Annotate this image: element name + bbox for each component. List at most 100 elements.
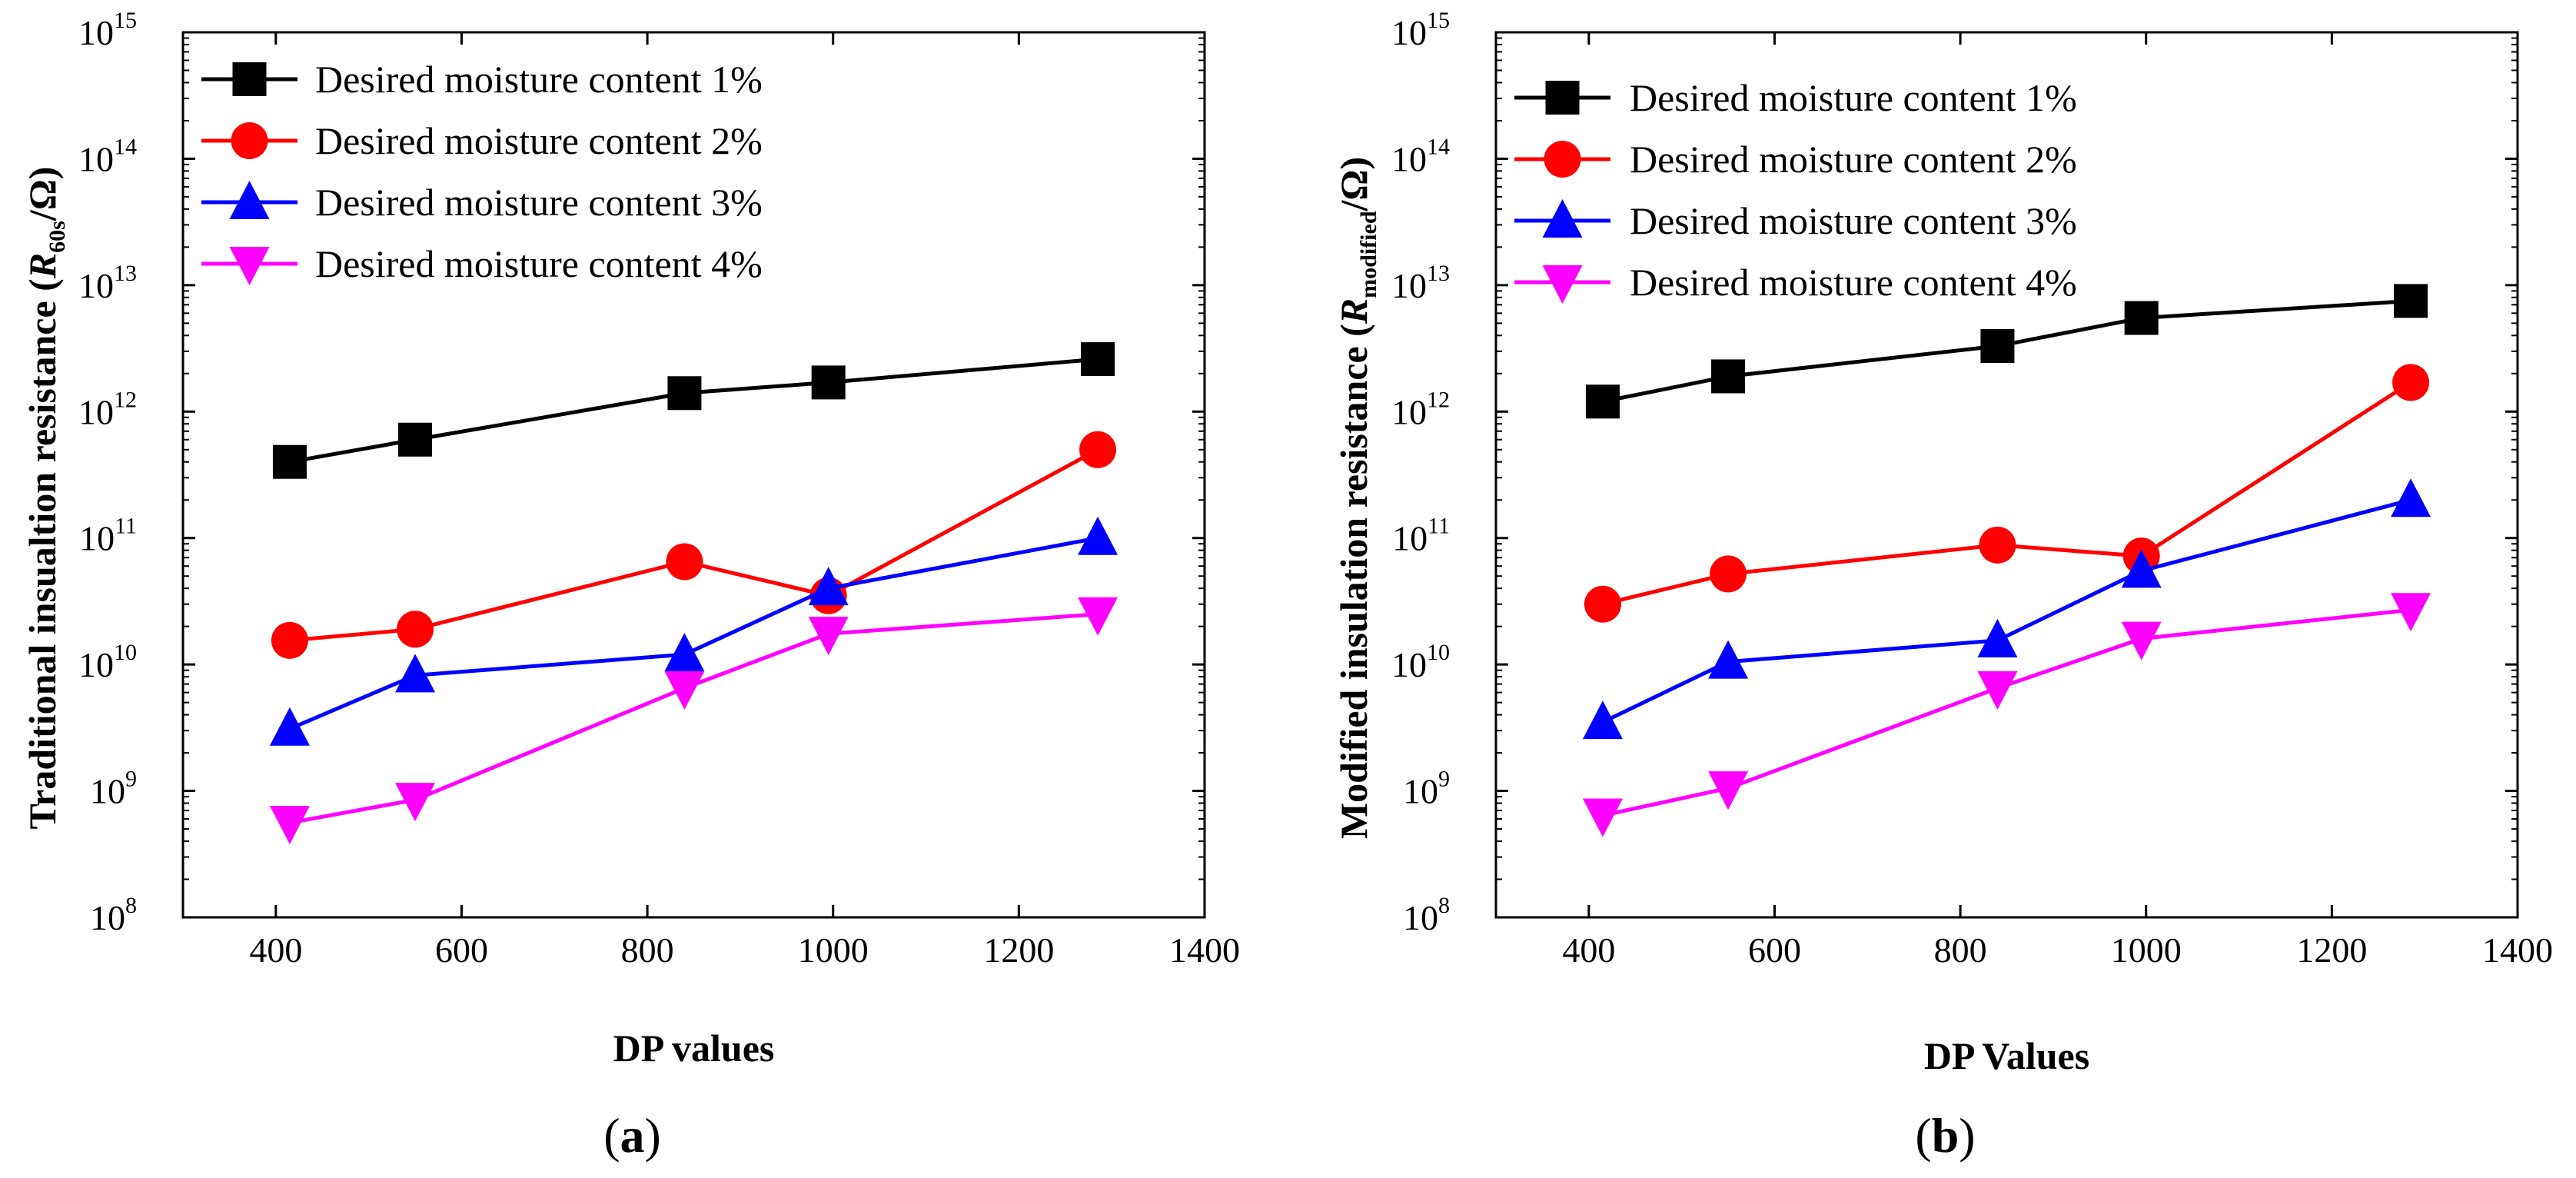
panel-label: (a): [603, 1108, 661, 1163]
legend-marker-1: [1545, 81, 1580, 115]
y-tick-base: 10: [1391, 13, 1427, 52]
data-point-3: [395, 654, 436, 693]
y-tick-exponent: 12: [114, 387, 137, 412]
y-tick-exponent: 8: [125, 893, 137, 918]
y-tick-label: 108: [1403, 893, 1450, 937]
x-axis-title: DP Values: [1924, 1034, 2089, 1077]
legend-label-4: Desired moisture content 4%: [315, 242, 763, 285]
data-point-3: [2391, 478, 2431, 517]
y-axis-title-symbol: R: [1332, 298, 1375, 324]
panel-label-open: (: [1915, 1108, 1931, 1163]
data-point-3: [808, 567, 849, 606]
x-tick-label: 1200: [2296, 930, 2367, 970]
y-tick-base: 10: [78, 266, 114, 305]
data-point-2: [1079, 431, 1117, 468]
data-point-2: [271, 621, 308, 659]
y-tick-base: 10: [1392, 519, 1428, 558]
y-tick-label: 1012: [1391, 387, 1450, 431]
data-point-1: [667, 376, 702, 411]
data-point-3: [1078, 516, 1118, 555]
x-tick-label: 800: [621, 930, 674, 970]
y-tick-base: 10: [79, 519, 115, 558]
y-tick-label: 1011: [79, 514, 137, 558]
legend-label-3: Desired moisture content 3%: [1630, 199, 2077, 242]
legend-label-2: Desired moisture content 2%: [1630, 138, 2077, 181]
data-point-4: [1977, 671, 2018, 710]
data-point-1: [811, 365, 846, 400]
data-point-1: [2124, 301, 2159, 335]
y-axis-title-prefix: Modified insulation resistance (: [1332, 324, 1375, 839]
y-tick-exponent: 15: [114, 8, 137, 33]
x-tick-label: 1200: [983, 930, 1054, 970]
y-tick-label: 1015: [78, 8, 137, 52]
y-tick-label: 109: [1403, 767, 1450, 811]
data-point-2: [1584, 585, 1621, 623]
panel-label-letter: b: [1932, 1108, 1959, 1163]
panel-label-open: (: [603, 1108, 620, 1163]
y-axis-title-subscript: modified: [1356, 211, 1381, 298]
x-tick-label: 1400: [2482, 930, 2553, 970]
y-axis-title-suffix: /Ω): [1332, 157, 1375, 212]
data-point-4: [269, 805, 310, 844]
y-tick-exponent: 8: [1438, 893, 1450, 918]
y-tick-label: 1014: [1391, 134, 1450, 178]
data-point-4: [395, 783, 436, 822]
y-tick-base: 10: [1391, 266, 1427, 305]
data-point-4: [1582, 798, 1623, 837]
y-tick-exponent: 11: [1428, 514, 1450, 539]
data-point-4: [664, 671, 705, 710]
y-axis-title: Modified insulation resistance (Rmodifie…: [1332, 157, 1381, 839]
data-point-4: [1708, 771, 1749, 810]
y-tick-exponent: 9: [125, 767, 137, 792]
panel-label-close: ): [645, 1108, 661, 1163]
y-axis-title-prefix: Traditional insualtion resistance (: [21, 278, 64, 829]
y-tick-exponent: 14: [1427, 134, 1450, 159]
x-tick-label: 600: [435, 930, 488, 970]
y-tick-base: 10: [78, 139, 114, 178]
legend-marker-2: [231, 122, 268, 159]
legend-marker-3: [229, 181, 270, 219]
y-tick-exponent: 11: [115, 514, 137, 539]
y-tick-base: 10: [78, 13, 114, 52]
data-point-2: [1979, 526, 2016, 564]
y-tick-base: 10: [1403, 898, 1438, 937]
legend-label-4: Desired moisture content 4%: [1630, 261, 2077, 304]
y-tick-exponent: 15: [1427, 8, 1450, 33]
y-tick-label: 1013: [1391, 261, 1450, 305]
y-tick-base: 10: [1403, 772, 1438, 811]
y-tick-label: 1011: [1392, 514, 1450, 558]
legend-marker-1: [232, 62, 267, 96]
y-tick-base: 10: [90, 772, 125, 811]
x-tick-label: 1000: [798, 930, 869, 970]
y-tick-exponent: 13: [1427, 261, 1450, 286]
data-point-1: [2394, 284, 2428, 318]
legend-marker-4: [1542, 265, 1583, 304]
y-tick-label: 109: [90, 767, 137, 811]
data-point-2: [1710, 555, 1747, 593]
legend-label-3: Desired moisture content 3%: [315, 181, 763, 224]
panel-label: (b): [1915, 1108, 1975, 1163]
x-tick-label: 1400: [1169, 930, 1240, 970]
y-tick-label: 1013: [78, 261, 137, 305]
data-point-3: [664, 633, 705, 672]
y-tick-base: 10: [1391, 392, 1427, 431]
y-tick-base: 10: [78, 392, 114, 431]
panel-label-letter: a: [620, 1108, 645, 1163]
data-point-2: [2392, 364, 2430, 401]
data-point-3: [1582, 700, 1623, 740]
y-tick-label: 108: [90, 893, 137, 937]
data-point-1: [1081, 342, 1115, 377]
data-point-1: [398, 422, 433, 457]
y-tick-label: 1010: [1391, 640, 1450, 684]
y-tick-label: 1010: [78, 640, 137, 684]
data-point-4: [2121, 621, 2162, 661]
legend-marker-4: [229, 247, 270, 285]
y-tick-label: 1015: [1391, 8, 1450, 52]
y-axis-title-symbol: R: [21, 253, 64, 279]
data-point-1: [1585, 384, 1620, 419]
y-tick-exponent: 13: [114, 261, 137, 286]
data-point-4: [2391, 593, 2431, 632]
legend-label-2: Desired moisture content 2%: [315, 119, 763, 162]
data-point-1: [1980, 329, 2015, 364]
